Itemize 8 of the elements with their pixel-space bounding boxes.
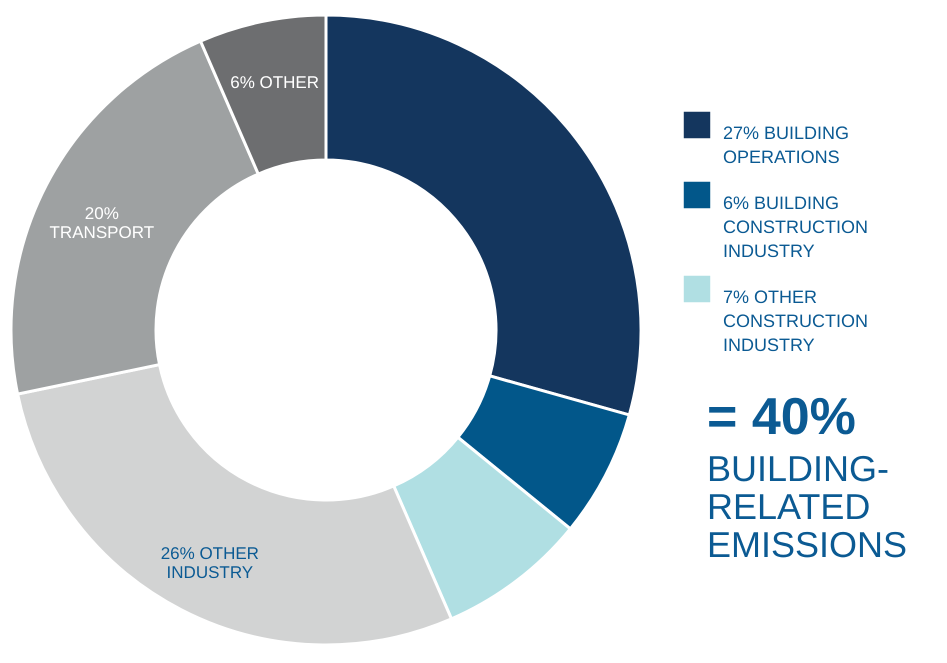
text: BUILDING-RELATED EMISSIONS xyxy=(707,448,908,565)
legend-label: 7% OTHER CONSTRUCTION INDUSTRY xyxy=(723,287,868,355)
data-label: 20% TRANSPORT xyxy=(50,204,154,242)
data-label: 6% OTHER xyxy=(230,72,320,92)
legend-label: 27% BUILDING OPERATIONS xyxy=(723,123,850,167)
data-label: 26% OTHER INDUSTRY xyxy=(160,544,259,582)
legend-label: 6% BUILDING CONSTRUCTION INDUSTRY xyxy=(723,193,868,261)
text: = 40% xyxy=(707,388,856,446)
